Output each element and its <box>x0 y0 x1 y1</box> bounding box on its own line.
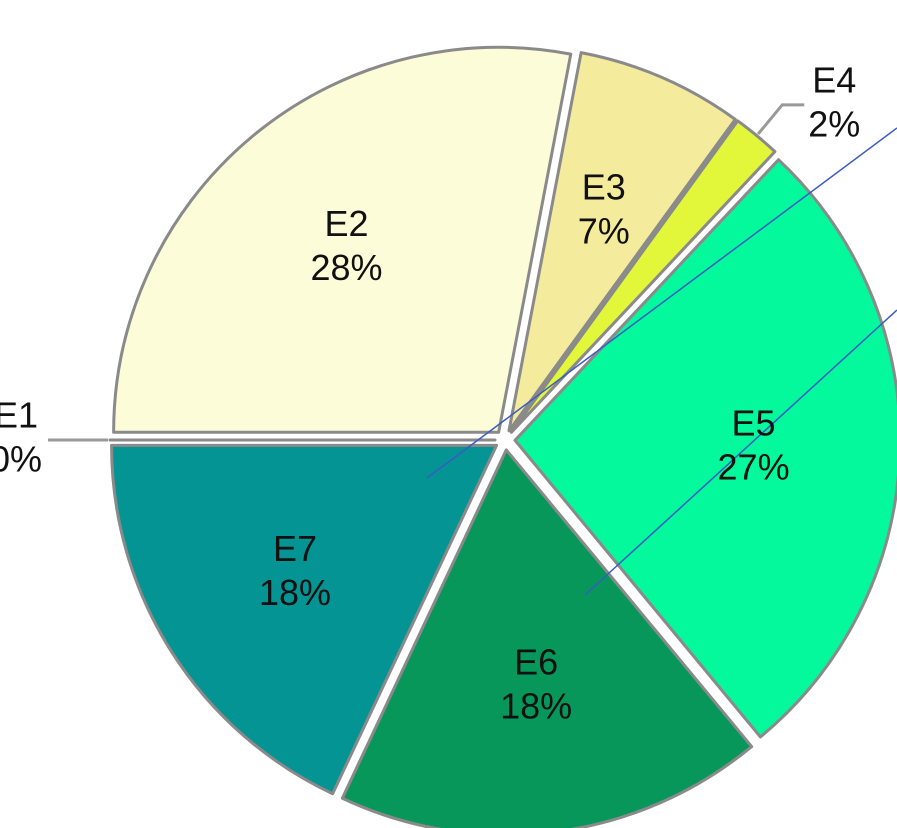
slice-label: E4 <box>812 59 856 100</box>
pie-slice <box>513 158 897 739</box>
pie-slice <box>110 443 499 796</box>
value-label: 18% <box>259 572 331 613</box>
annotation-line <box>426 127 897 479</box>
slice-label: E7 <box>273 528 317 569</box>
annotation-line <box>584 309 897 596</box>
value-label: 18% <box>500 685 572 726</box>
pie-slice <box>509 119 777 434</box>
slice-label: E1 <box>0 395 38 436</box>
leader-line <box>756 103 805 136</box>
value-label: 2% <box>808 103 860 144</box>
pie-slice <box>340 448 754 828</box>
value-label: 0% <box>0 439 42 480</box>
slice-label: E5 <box>732 402 776 443</box>
slice-label: E6 <box>514 641 558 682</box>
pie-slice <box>112 45 573 434</box>
slice-label: E2 <box>324 203 368 244</box>
value-label: 27% <box>718 446 790 487</box>
pie <box>108 45 897 828</box>
pie-slice <box>507 51 737 433</box>
value-label: 28% <box>310 247 382 288</box>
slice-label: E3 <box>582 166 626 207</box>
value-label: 7% <box>578 210 630 251</box>
